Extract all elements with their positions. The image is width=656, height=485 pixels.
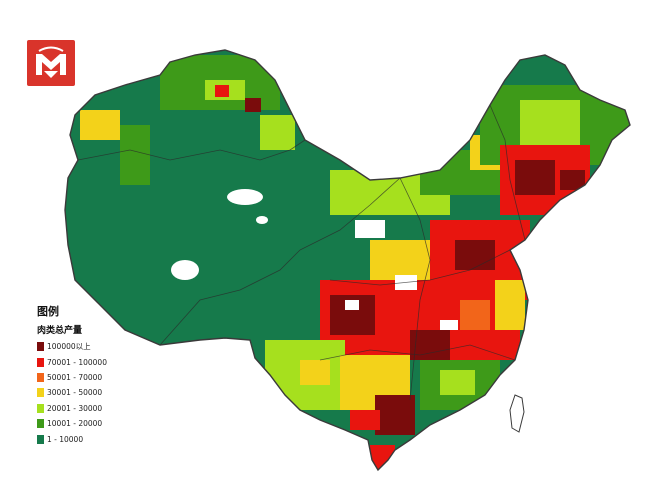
legend-title: 图例 (37, 305, 59, 318)
legend-item: 50001 - 70000 (37, 370, 107, 385)
province-border (329, 249, 511, 286)
region-patch (375, 395, 415, 435)
legend-label: 20001 - 30000 (47, 403, 103, 413)
region-patch (460, 300, 490, 330)
province-border (159, 249, 301, 346)
legend-label: 30001 - 50000 (47, 388, 103, 398)
legend-label: 10001 - 20000 (47, 419, 103, 429)
province-border (299, 177, 401, 251)
legend-items: 100000以上 70001 - 100000 50001 - 70000 30… (37, 339, 107, 447)
brand-logo (27, 40, 75, 86)
region-patch (440, 370, 475, 395)
region-patch (345, 300, 359, 310)
legend-label: 1 - 10000 (47, 434, 84, 444)
legend-swatch (37, 388, 44, 398)
legend-swatch (37, 419, 44, 429)
province-border (319, 344, 516, 361)
legend-subtitle: 肉类总产量 (37, 326, 83, 336)
blank-area (256, 216, 268, 224)
blank-area (171, 260, 199, 280)
legend-label: 50001 - 70000 (47, 372, 103, 382)
province-border (77, 139, 306, 161)
region-patch (370, 240, 430, 280)
legend-item: 70001 - 100000 (37, 354, 107, 369)
region-patch (440, 320, 458, 330)
region-patch (455, 240, 495, 270)
legend-label: 70001 - 100000 (47, 357, 107, 367)
legend-label: 100000以上 (47, 342, 91, 352)
region-patch (495, 280, 525, 330)
region-patch (355, 220, 385, 238)
region-patch (410, 330, 450, 360)
legend-swatch (37, 434, 44, 444)
map-legend: 图例 肉类总产量 100000以上 70001 - 100000 50001 -… (37, 303, 107, 447)
region-patch (560, 170, 585, 190)
legend-swatch (37, 403, 44, 413)
blank-area (227, 189, 263, 205)
region-patch (350, 410, 380, 430)
region-patch (520, 100, 580, 150)
region-patch (300, 360, 330, 385)
province-border (399, 177, 431, 401)
legend-item: 10001 - 20000 (37, 416, 107, 431)
legend-swatch (37, 372, 44, 382)
province-borders (77, 104, 526, 401)
taiwan-outline (509, 394, 525, 433)
legend-item: 1 - 10000 (37, 431, 107, 446)
brand-logo-icon (36, 46, 66, 78)
region-patch (515, 160, 555, 195)
region-patch (120, 125, 150, 185)
region-patch (260, 115, 295, 150)
legend-swatch (37, 357, 44, 367)
province-border (489, 104, 526, 241)
legend-item: 100000以上 (37, 339, 107, 354)
region-patch (245, 98, 261, 112)
legend-swatch (37, 342, 44, 352)
legend-item: 30001 - 50000 (37, 385, 107, 400)
region-patch (80, 110, 120, 140)
region-patch (215, 85, 229, 97)
legend-item: 20001 - 30000 (37, 401, 107, 416)
